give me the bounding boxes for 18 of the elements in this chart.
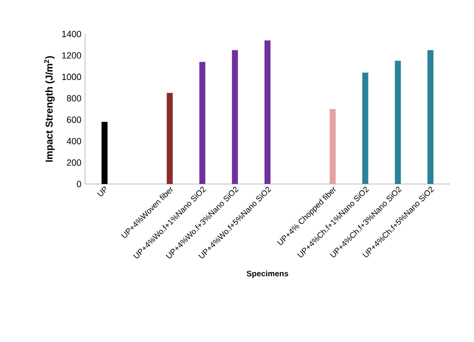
y-tick-label: 1200 — [62, 52, 82, 59]
y-tick-label: 600 — [66, 116, 82, 123]
y-tick-label: 1000 — [62, 74, 82, 80]
bar — [264, 40, 271, 184]
y-tick-label: 0 — [76, 180, 82, 188]
y-tick-label: 1400 — [62, 30, 82, 38]
bar — [199, 62, 206, 184]
bar — [427, 50, 434, 184]
bar — [102, 122, 108, 184]
bar — [166, 92, 173, 184]
bar — [330, 109, 336, 184]
y-tick-label: 400 — [66, 138, 82, 144]
bar — [232, 50, 238, 184]
y-tick-label: 800 — [66, 95, 82, 102]
y-tick-label: 200 — [66, 159, 82, 166]
bar — [394, 60, 401, 184]
bar — [362, 72, 368, 184]
y-axis-title: Impact Strength (J/m$^{2}$) — [44, 56, 55, 162]
